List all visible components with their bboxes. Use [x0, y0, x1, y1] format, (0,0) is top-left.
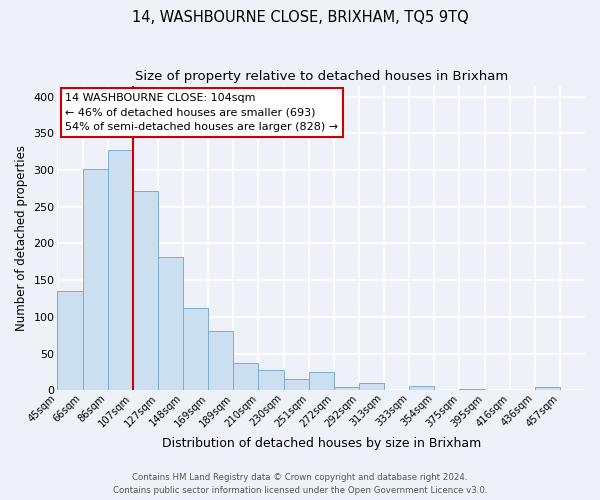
- Bar: [359, 383, 384, 390]
- Bar: [133, 192, 158, 390]
- Bar: [308, 372, 334, 390]
- Bar: [183, 308, 208, 390]
- Text: 14 WASHBOURNE CLOSE: 104sqm
← 46% of detached houses are smaller (693)
54% of se: 14 WASHBOURNE CLOSE: 104sqm ← 46% of det…: [65, 93, 338, 132]
- Bar: [108, 150, 133, 390]
- Text: Contains HM Land Registry data © Crown copyright and database right 2024.
Contai: Contains HM Land Registry data © Crown c…: [113, 474, 487, 495]
- X-axis label: Distribution of detached houses by size in Brixham: Distribution of detached houses by size …: [161, 437, 481, 450]
- Bar: [409, 386, 434, 390]
- Bar: [58, 291, 83, 390]
- Text: 14, WASHBOURNE CLOSE, BRIXHAM, TQ5 9TQ: 14, WASHBOURNE CLOSE, BRIXHAM, TQ5 9TQ: [131, 10, 469, 25]
- Bar: [334, 386, 359, 390]
- Bar: [460, 389, 485, 390]
- Bar: [284, 378, 308, 390]
- Y-axis label: Number of detached properties: Number of detached properties: [15, 145, 28, 331]
- Bar: [208, 331, 233, 390]
- Title: Size of property relative to detached houses in Brixham: Size of property relative to detached ho…: [134, 70, 508, 83]
- Bar: [83, 168, 108, 390]
- Bar: [158, 258, 183, 390]
- Bar: [259, 370, 284, 390]
- Bar: [233, 363, 259, 390]
- Bar: [535, 388, 560, 390]
